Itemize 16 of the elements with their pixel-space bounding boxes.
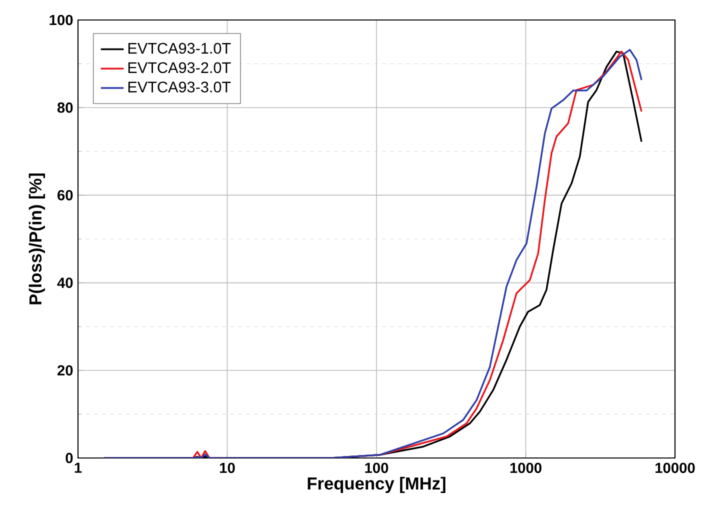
y-axis-title: P(loss)/P(in) [%] bbox=[28, 174, 46, 304]
x-axis-title: Frequency [MHz] bbox=[308, 476, 446, 494]
legend-label: EVTCA93-1.0T bbox=[128, 42, 231, 54]
y-tick-label: 20 bbox=[57, 365, 73, 376]
y-tick-label: 80 bbox=[57, 102, 73, 113]
x-tick-label: 100 bbox=[365, 462, 388, 474]
x-tick-label: 10000 bbox=[656, 462, 695, 474]
y-tick-label: 100 bbox=[50, 14, 73, 26]
y-tick-label: 60 bbox=[58, 190, 73, 200]
y-tick-label: 0 bbox=[66, 452, 73, 464]
legend-label: EVTCA93-2.0T bbox=[128, 62, 231, 74]
x-tick-label: 1 bbox=[74, 462, 82, 473]
x-tick-label: 10 bbox=[220, 462, 235, 474]
y-tick-label: 40 bbox=[57, 278, 73, 288]
legend-label: EVTCA93-3.0T bbox=[128, 82, 231, 92]
x-tick-label: 1000 bbox=[510, 462, 542, 474]
